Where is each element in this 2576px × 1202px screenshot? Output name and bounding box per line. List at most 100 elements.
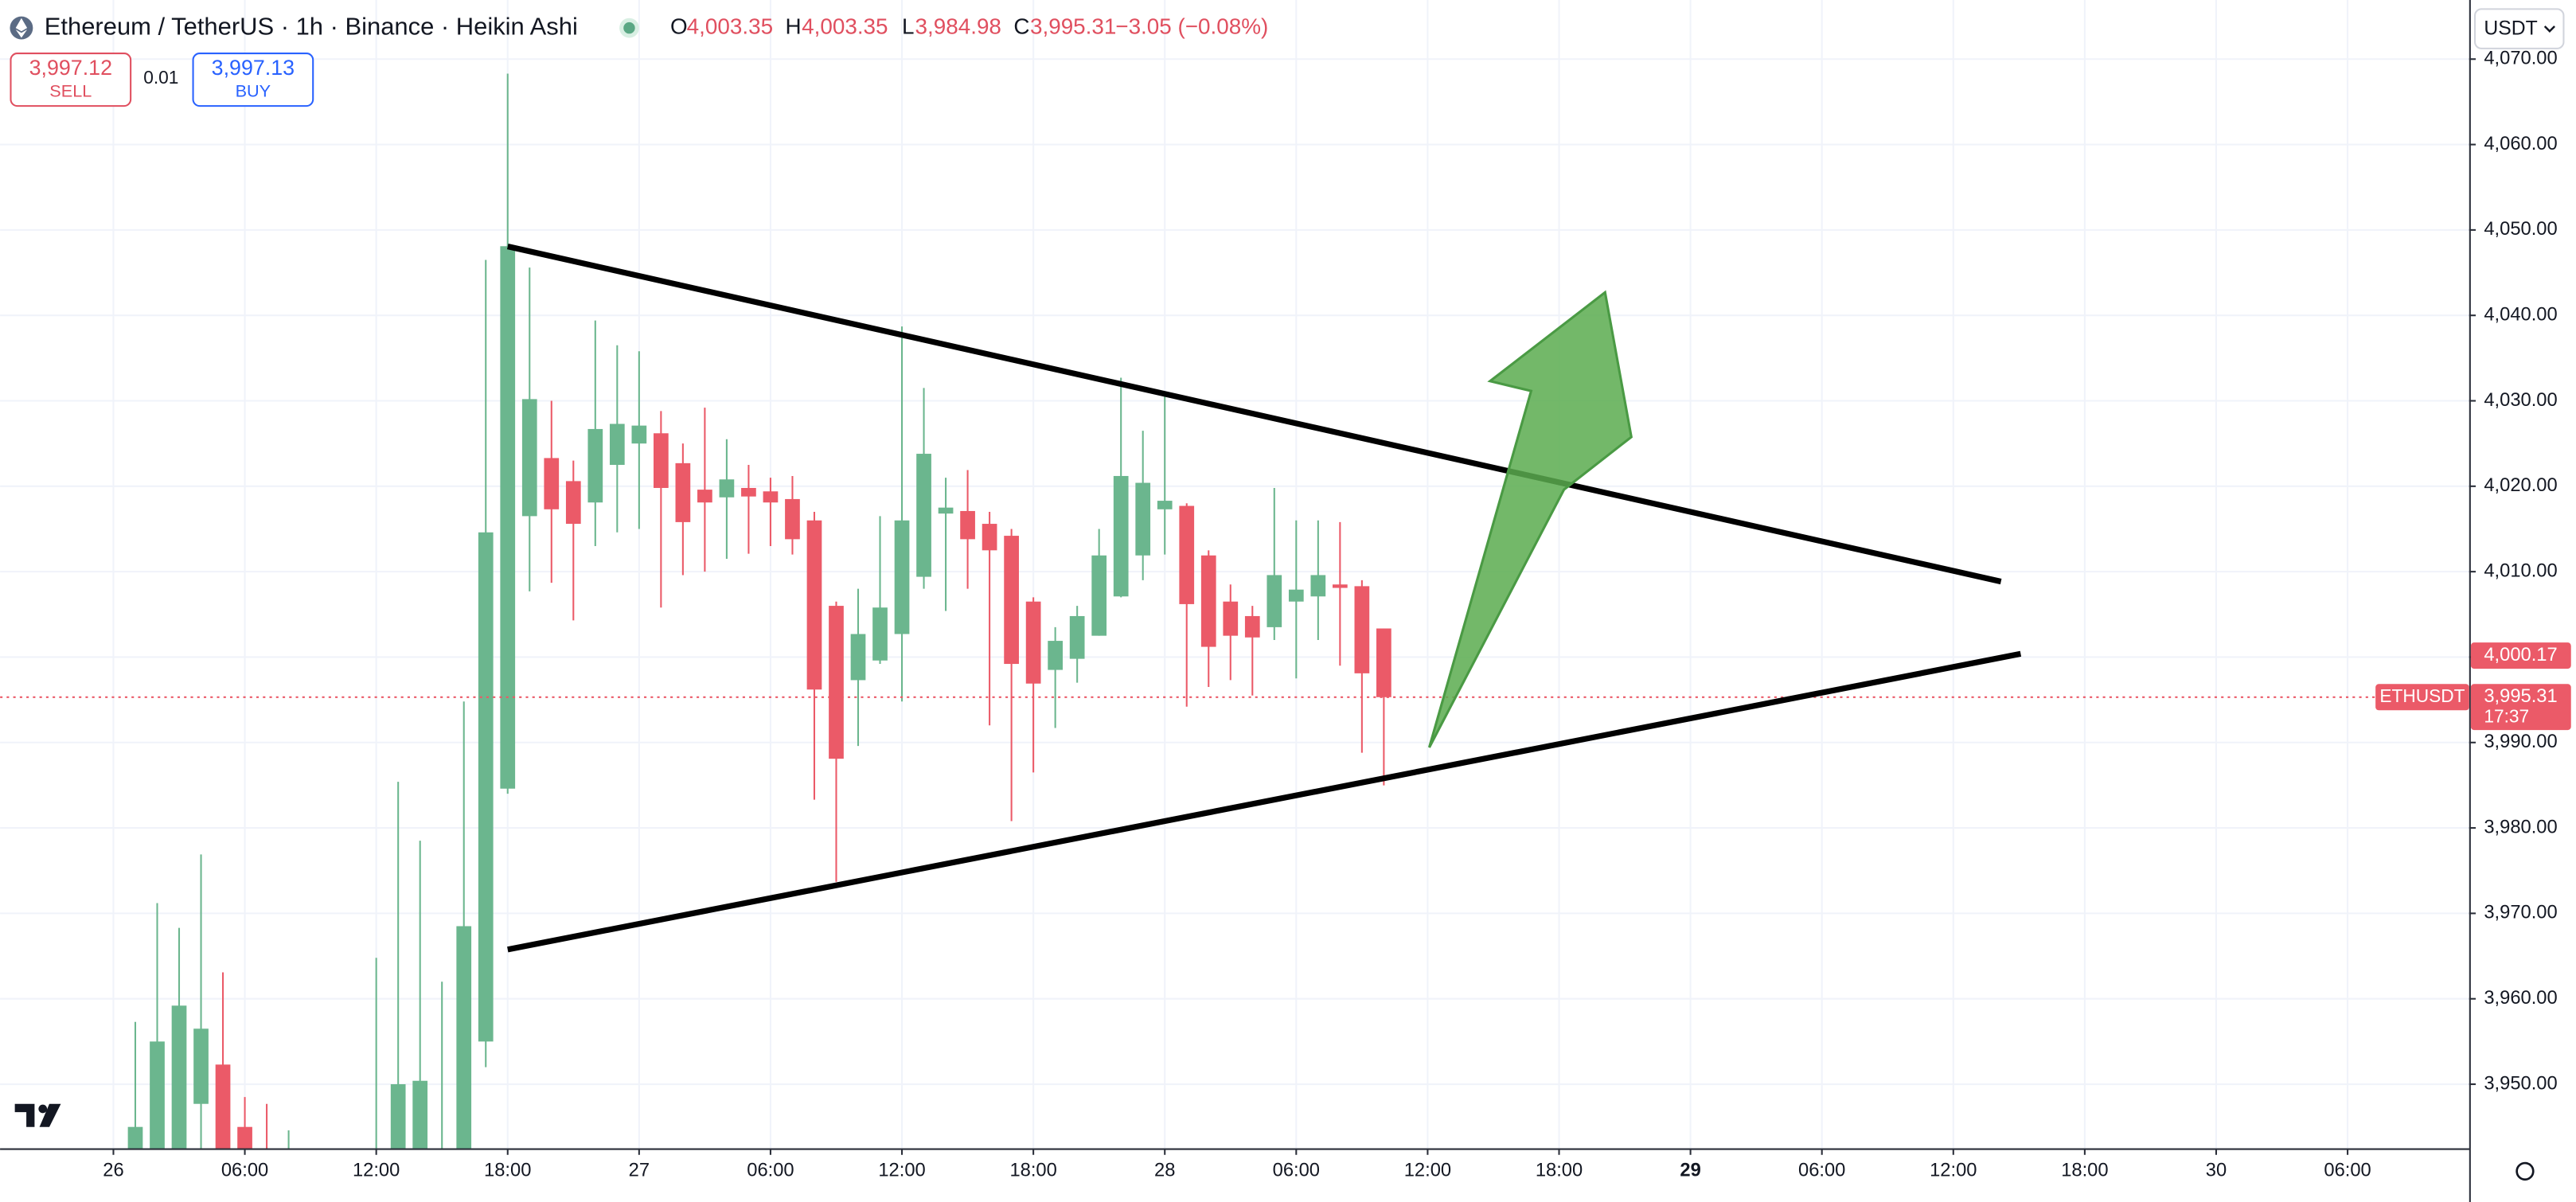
x-tick-label: 18:00 [1536,1161,1583,1181]
candle [960,470,975,589]
candle-body [829,606,844,759]
candle [1376,628,1391,786]
candle-body [741,487,756,497]
y-tick-label: 3,960.00 [2484,988,2557,1009]
candle-body [1310,575,1326,597]
candle-body [916,454,931,577]
x-tick-label: 12:00 [1404,1161,1451,1181]
candle-body [1069,615,1085,659]
candle-body [478,532,494,1042]
buy-button[interactable] [192,53,314,107]
candle [1048,626,1063,728]
y-tick-label: 3,970.00 [2484,903,2557,923]
candle [544,400,560,583]
last-price-tag [2470,684,2571,731]
candle [266,1103,268,1149]
candle-body [587,428,603,503]
y-tick-label: 4,070.00 [2484,49,2557,69]
candle [785,475,800,555]
candle [1157,393,1173,555]
candle [894,326,910,702]
candle-body [697,490,712,503]
status-dot [623,21,635,34]
candle-body [456,926,472,1149]
candle-body [1157,501,1173,509]
candle [1244,606,1260,696]
legend-key: H [786,14,802,38]
candle [441,982,443,1149]
candle-body [1354,586,1370,673]
up-arrow [1427,290,1633,748]
legend-value: 3,995.31 [1030,14,1116,38]
candle-body [675,462,691,522]
candle [171,927,187,1149]
x-tick-label: 12:00 [878,1161,925,1181]
candle-body [171,1005,187,1149]
y-tick-label: 4,030.00 [2484,390,2557,411]
candle-body [1113,475,1129,597]
candle-body [785,498,800,540]
legend-key: O [670,14,688,38]
candle-body [1025,601,1041,684]
grid [0,0,2469,1149]
currency: USDT [2484,18,2537,40]
candles [0,73,2469,1149]
candle-body [872,607,888,661]
candle-body [1244,615,1260,638]
candle [193,854,209,1149]
sell-label: SELL [49,80,92,100]
x-tick-label: 18:00 [2061,1161,2108,1181]
candle [1223,584,1239,681]
candle [609,345,625,533]
chart-title: Ethereum / TetherUS · 1h · Binance · Hei… [45,12,578,40]
candle [916,388,931,589]
candle-body [1135,482,1151,556]
legend-key: C [1013,14,1029,38]
candle [287,1130,290,1149]
candle [521,267,537,591]
x-tick-label: 06:00 [1798,1161,1845,1181]
upper-trendline [506,244,2002,585]
candle [587,320,603,546]
x-tick-label: 06:00 [747,1161,794,1181]
y-tick-label: 4,010.00 [2484,560,2557,581]
candle [1179,503,1195,707]
candle-body [982,524,997,551]
candle-body [150,1041,165,1149]
candle-body [719,479,735,498]
candle-body [763,491,779,503]
candle [1332,521,1348,666]
drawings [506,244,2022,953]
candle-body [1223,601,1239,636]
candle-body [609,423,625,466]
x-tick-label: 18:00 [1009,1161,1056,1181]
candle [982,512,997,726]
candle [1288,520,1304,679]
x-tick-label: 29 [1680,1161,1700,1181]
symbol-label: ETHUSDT [2379,685,2465,706]
candle-body [894,520,910,634]
candle-body [1091,555,1107,636]
logo-part [38,1104,48,1114]
x-tick-label: 12:00 [1930,1161,1977,1181]
candle-body [1048,641,1063,670]
y-tick-label: 3,990.00 [2484,732,2557,752]
price-marker-tag [2470,642,2571,669]
buy-price: 3,997.13 [212,56,295,80]
logo-part [39,1103,61,1127]
candle [872,516,888,665]
logo-part [14,1103,35,1127]
sell-button[interactable] [10,53,132,107]
candle [127,1021,143,1149]
candle [719,439,735,560]
candle-body [631,425,647,444]
settings-icon[interactable] [2516,1161,2535,1181]
legend-value: 4,003.35 [802,14,888,38]
currency-button[interactable] [2473,8,2565,49]
candle [850,588,866,747]
candle [1135,431,1151,580]
candle [654,411,669,608]
legend-change: −3.05 (−0.08%) [1115,14,1268,38]
x-tick-label: 27 [629,1161,650,1181]
